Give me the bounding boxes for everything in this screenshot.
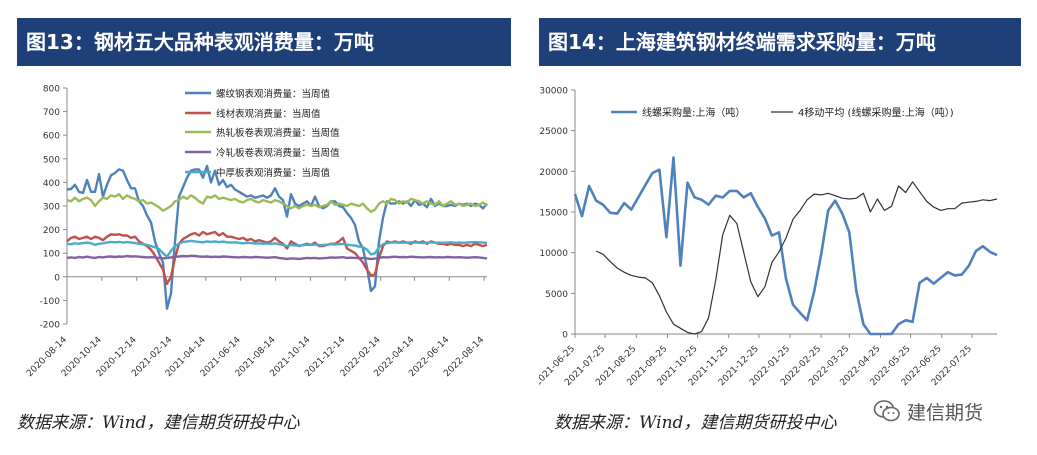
legend-label: 冷轧板卷表观消费量：当周值	[216, 147, 340, 159]
watermark-text: 建信期货	[907, 401, 984, 424]
wechat-icon	[873, 400, 900, 422]
y-tick-label: 500	[43, 155, 60, 165]
series-line	[66, 193, 488, 214]
right-line-chart: 0500010000150002000025000300002021-06-25…	[539, 87, 998, 388]
y-tick-label: 700	[43, 108, 60, 118]
y-tick-label: 25000	[539, 127, 568, 137]
right-chart-panel: 图14：上海建筑钢材终端需求采购量：万吨 0 5000 10000 15000 2000…	[539, 18, 1021, 388]
series-line	[66, 239, 488, 258]
left-line-chart: -200-10001002003004005006007008002020-08…	[25, 85, 488, 379]
source-note-right: 数据来源：Wind，建信期货研投中心	[554, 413, 837, 433]
left-chart-panel: 图13：钢材五大品种表观消费量：万吨 -200 -100 0 100 200 300 400…	[17, 18, 511, 379]
legend-label: 线材表观消费量：当周值	[216, 108, 321, 120]
y-tick-label: -100	[40, 297, 61, 307]
y-tick-label: 15000	[539, 209, 568, 219]
y-tick-label: 400	[43, 179, 60, 189]
series-line	[573, 156, 998, 336]
y-tick-label: 30000	[539, 87, 568, 97]
legend-label: 4移动平均 (线螺采购量:上海（吨）)	[798, 106, 954, 119]
y-tick-label: 300	[43, 203, 60, 213]
y-tick-label: 20000	[539, 168, 568, 178]
legend-label: 热轧板卷表观消费量：当周值	[216, 127, 340, 139]
legend-label: 中厚板表观消费量：当周值	[216, 167, 331, 179]
legend-label: 螺纹钢表观消费量：当周值	[216, 88, 331, 100]
y-tick-label: 5000	[545, 290, 568, 300]
left-chart-title: 图13：钢材五大品种表观消费量：万吨	[17, 18, 511, 66]
y-tick-label: 10000	[539, 249, 568, 259]
legend-label: 线螺采购量:上海（吨）	[642, 106, 745, 119]
right-chart-title: 图14：上海建筑钢材终端需求采购量：万吨	[539, 18, 1021, 66]
y-tick-label: 200	[43, 226, 60, 236]
y-tick-label: 0	[562, 331, 568, 341]
y-tick-label: 0	[54, 273, 60, 283]
source-note-left: 数据来源：Wind，建信期货研投中心	[17, 413, 300, 433]
y-tick-label: 800	[43, 85, 60, 95]
series-line	[66, 254, 488, 261]
series-line	[595, 181, 998, 335]
y-tick-label: 600	[43, 132, 60, 142]
y-tick-label: 100	[43, 250, 60, 260]
series-line	[66, 164, 488, 310]
watermark: 建信期货	[873, 397, 983, 425]
y-tick-label: -200	[40, 321, 61, 331]
